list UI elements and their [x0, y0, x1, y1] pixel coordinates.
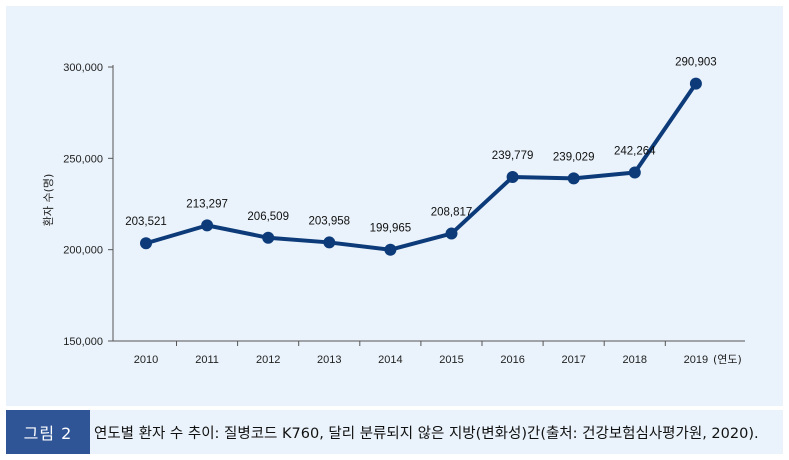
caption-text: 연도별 환자 수 추이: 질병코드 K760, 달리 분류되지 않은 지방(변화…	[94, 425, 759, 442]
series-line	[145, 82, 698, 252]
data-label: 203,958	[309, 215, 351, 227]
data-label: 242,264	[614, 145, 656, 157]
x-tick-label: 2012	[256, 354, 280, 366]
figure-number-badge: 그림 2	[6, 410, 90, 454]
data-label: 199,965	[370, 223, 412, 235]
data-label: 213,297	[186, 198, 228, 210]
x-tick-label: 2014	[378, 354, 402, 366]
y-axis-title: 환자 수(명)	[42, 174, 55, 227]
y-tick-label: 150,000	[63, 336, 103, 348]
y-tick-label: 200,000	[63, 245, 103, 257]
data-point	[628, 166, 641, 179]
x-tick-label: 2011	[195, 354, 219, 366]
y-tick-label: 250,000	[63, 153, 103, 165]
data-point	[506, 171, 519, 184]
x-tick-label: 2018	[623, 354, 647, 366]
data-point	[323, 236, 336, 249]
x-tick-label: 2019	[684, 354, 708, 366]
data-label: 208,817	[431, 207, 473, 219]
y-tick-label: 300,000	[63, 62, 103, 74]
data-label: 290,903	[675, 57, 717, 69]
data-point	[689, 77, 702, 90]
data-point	[140, 237, 152, 250]
chart-axes	[112, 65, 745, 342]
x-axis-unit-label: (연도)	[713, 353, 742, 366]
figure-caption: 그림 2 연도별 환자 수 추이: 질병코드 K760, 달리 분류되지 않은 …	[6, 410, 783, 454]
data-labels: 203,521 213,297 206,509 203,958 199,965 208,8…	[125, 57, 716, 235]
x-axis-ticks: 2010 2011 2012 2013 2014 2015 2016 2017 2018 2019	[134, 341, 708, 366]
x-tick-label: 2015	[439, 354, 463, 366]
x-tick-label: 2016	[500, 354, 524, 366]
data-label: 203,521	[125, 216, 167, 228]
chart-panel	[6, 6, 783, 406]
data-point	[262, 231, 275, 244]
data-point	[384, 243, 397, 256]
x-tick-label: 2013	[317, 354, 341, 366]
y-axis-ticks: 150,000 200,000 250,000 300,000	[63, 62, 113, 348]
data-point	[567, 172, 580, 185]
data-point	[201, 219, 214, 232]
data-label: 239,779	[492, 150, 534, 162]
data-label: 206,509	[247, 211, 289, 223]
data-label: 239,029	[553, 151, 595, 163]
data-points	[140, 77, 702, 256]
x-tick-label: 2017	[561, 354, 585, 366]
x-tick-label: 2010	[134, 354, 158, 366]
data-point	[445, 227, 458, 240]
